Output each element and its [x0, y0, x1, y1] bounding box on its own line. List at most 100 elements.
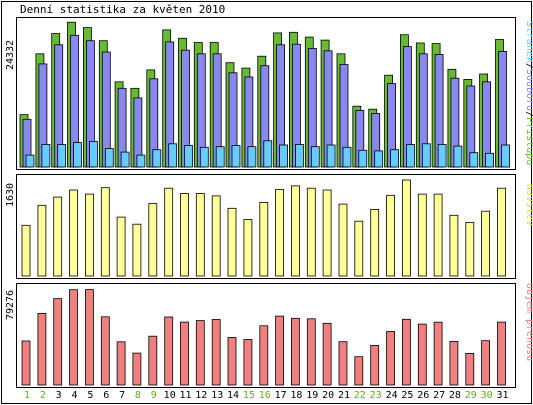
day-axis-labels: 1 2 3 4 5 6 7 8 9 10 11 12 13 14 15 16 17 18 19 20 21 22 23 24 2…: [24, 390, 509, 401]
pages-bar: [104, 148, 114, 168]
pages-bar: [326, 144, 336, 168]
pages-bar: [184, 145, 193, 168]
visits-bar: [180, 193, 189, 277]
visits-bar: [116, 216, 126, 277]
top-legend: Stránek/Souborů/Přístupů: [524, 21, 533, 166]
day-label: 23: [370, 390, 382, 401]
traffic-bar: [259, 325, 269, 386]
visits-bar: [370, 208, 380, 277]
traffic-bar: [116, 341, 126, 386]
visits-bar: [132, 223, 142, 277]
traffic-bar: [401, 318, 411, 386]
top-panel-frame: [16, 17, 516, 170]
legend-hits: Přístupů: [524, 117, 533, 165]
traffic-bar: [386, 331, 396, 386]
visits-bar: [227, 207, 237, 277]
visits-bar: [21, 224, 31, 277]
traffic-bar: [370, 344, 380, 386]
traffic-bar: [132, 352, 142, 386]
traffic-bar: [69, 289, 78, 386]
day-label: 7: [119, 390, 125, 401]
day-label: 5: [87, 390, 93, 401]
traffic-bar: [275, 315, 285, 386]
pages-bar: [294, 143, 304, 168]
traffic-bar: [243, 339, 253, 386]
traffic-bar: [306, 318, 316, 386]
visits-bar: [401, 179, 411, 277]
pages-bar: [120, 151, 130, 168]
visits-bar: [164, 187, 174, 277]
visits-bar: [465, 221, 475, 277]
traffic-bar: [164, 316, 174, 386]
visits-bar: [148, 203, 158, 277]
day-label: 2: [40, 390, 46, 401]
visits-bar: [417, 193, 427, 277]
traffic-bar: [497, 321, 506, 386]
legend-separator-2: /: [524, 111, 533, 117]
day-label: 20: [322, 390, 334, 401]
day-label: 4: [71, 390, 77, 401]
pages-bar: [215, 146, 225, 168]
visits-bar: [211, 195, 221, 277]
visits-bar: [354, 220, 364, 277]
traffic-bar: [53, 298, 63, 386]
middle-legend: Návštěv: [524, 184, 533, 226]
bottom-chart-bars: [21, 289, 506, 386]
day-label: 14: [227, 390, 239, 401]
pages-bar: [421, 143, 431, 168]
traffic-bar: [211, 319, 221, 386]
visits-bar: [243, 219, 253, 277]
visits-bar: [290, 185, 300, 277]
traffic-bar: [417, 323, 427, 386]
day-label: 31: [496, 390, 508, 401]
pages-bar: [199, 146, 209, 168]
day-label: 29: [465, 390, 477, 401]
visits-bar: [497, 187, 506, 277]
pages-bar: [358, 149, 368, 168]
pages-bar: [231, 145, 241, 168]
day-label: 22: [354, 390, 366, 401]
traffic-bar: [21, 340, 31, 386]
visits-bar: [322, 189, 332, 277]
pages-bar: [310, 146, 320, 168]
pages-bar: [437, 143, 447, 168]
visits-bar: [481, 210, 491, 277]
bottom-ymax-label: 79276: [5, 290, 16, 320]
traffic-bar: [227, 336, 237, 386]
pages-bar: [247, 146, 257, 168]
day-label: 12: [195, 390, 207, 401]
traffic-bar: [100, 316, 110, 386]
traffic-bar: [148, 335, 158, 386]
pages-bar: [342, 146, 352, 168]
top-ymax-label: 24332: [5, 40, 16, 70]
visits-bar: [53, 196, 63, 277]
traffic-bar: [195, 320, 205, 386]
pages-bar: [152, 149, 162, 168]
day-label: 16: [259, 390, 271, 401]
day-label: 13: [211, 390, 223, 401]
traffic-bar: [449, 340, 459, 386]
legend-separator-1: /: [524, 63, 533, 69]
day-label: 25: [401, 390, 413, 401]
visits-bar: [69, 189, 78, 277]
traffic-bar: [180, 321, 189, 386]
pages-bar: [390, 149, 400, 168]
pages-bar: [279, 144, 289, 168]
pages-bar: [168, 143, 178, 168]
pages-bar: [73, 142, 82, 168]
traffic-bar: [338, 341, 348, 386]
pages-bar: [57, 143, 67, 168]
visits-bar: [386, 194, 396, 277]
pages-bar: [25, 154, 35, 168]
traffic-bar: [433, 321, 443, 386]
day-label: 9: [151, 390, 157, 401]
day-label: 10: [164, 390, 176, 401]
middle-ymax-label: 1630: [5, 183, 16, 207]
day-label: 18: [290, 390, 302, 401]
day-label: 26: [417, 390, 429, 401]
pages-bar: [469, 152, 479, 168]
day-label: 3: [56, 390, 62, 401]
